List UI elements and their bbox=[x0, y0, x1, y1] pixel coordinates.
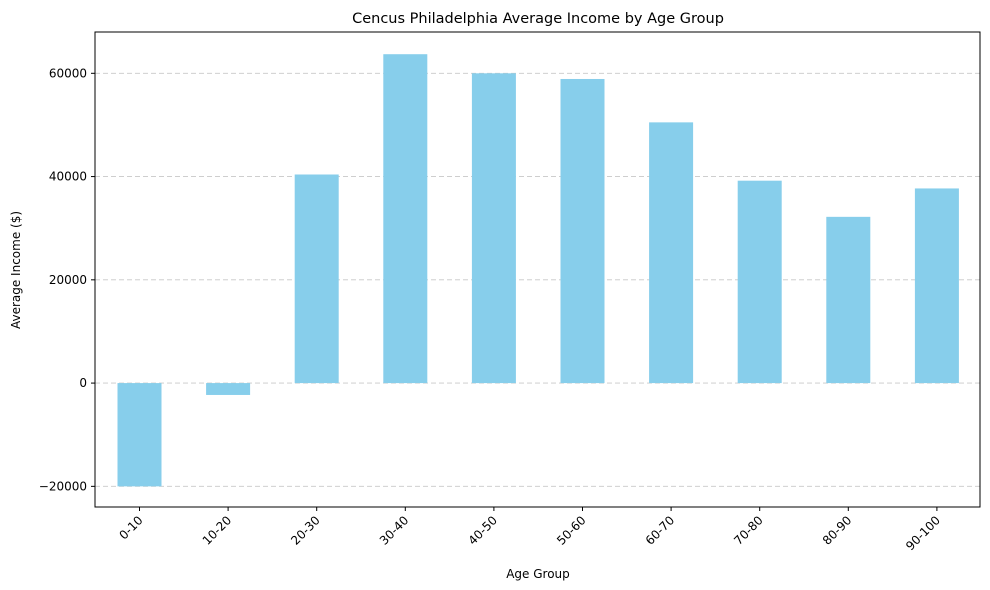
bars bbox=[117, 54, 959, 487]
bar-40-50 bbox=[471, 73, 516, 384]
x-tick-label: 0-10 bbox=[116, 513, 145, 542]
bar-60-70 bbox=[649, 122, 694, 384]
x-tick-label: 70-80 bbox=[731, 513, 766, 548]
bar-30-40 bbox=[383, 54, 428, 384]
x-tick-label: 80-90 bbox=[820, 513, 855, 548]
x-tick-label: 50-60 bbox=[554, 513, 589, 548]
x-tick-label: 10-20 bbox=[200, 513, 235, 548]
x-tick-label: 90-100 bbox=[903, 513, 943, 553]
bar-50-60 bbox=[560, 78, 605, 384]
y-tick-label: −20000 bbox=[39, 479, 87, 493]
x-tick-label: 60-70 bbox=[643, 513, 678, 548]
bar-20-30 bbox=[294, 174, 339, 384]
y-axis: −20000 0 20000 40000 60000 bbox=[39, 66, 95, 493]
x-axis: 0-10 10-20 20-30 30-40 40-50 50-60 60-70 70-80 8… bbox=[116, 507, 943, 553]
plot-frame bbox=[94, 31, 981, 508]
y-tick-label: 20000 bbox=[49, 273, 87, 287]
x-tick-label: 40-50 bbox=[465, 513, 500, 548]
chart-title: Cencus Philadelphia Average Income by Ag… bbox=[352, 11, 724, 27]
bar-0-10 bbox=[117, 383, 162, 487]
x-tick-label: 30-40 bbox=[377, 513, 412, 548]
x-axis-label: Age Group bbox=[506, 567, 570, 581]
y-axis-label: Average Income ($) bbox=[9, 211, 23, 329]
y-tick-label: 40000 bbox=[49, 170, 87, 184]
y-tick-label: 60000 bbox=[49, 66, 87, 80]
bar-10-20 bbox=[206, 383, 251, 395]
y-tick-label: 0 bbox=[79, 376, 87, 390]
bar-90-100 bbox=[914, 188, 959, 384]
bar-80-90 bbox=[826, 216, 871, 384]
x-tick-label: 20-30 bbox=[288, 513, 323, 548]
bar-70-80 bbox=[737, 180, 782, 384]
